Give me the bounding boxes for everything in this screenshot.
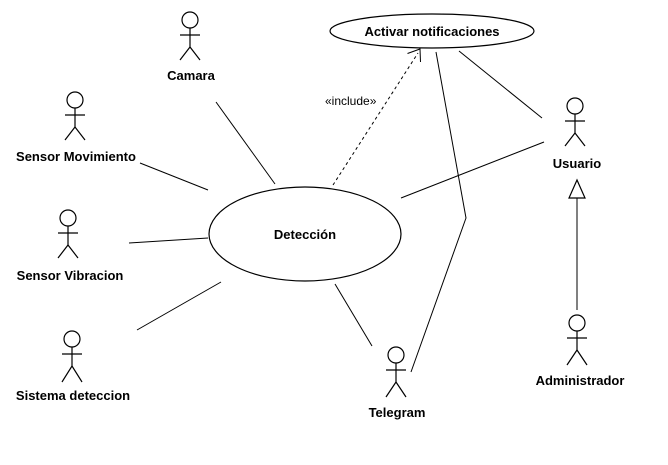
actor-sistema-deteccion[interactable]: Sistema deteccion [16,330,130,403]
use-case-deteccion-label: Detección [274,227,336,242]
assoc-activar-usuario [458,50,543,119]
use-case-activar-notificaciones[interactable]: Activar notificaciones [329,13,535,49]
include-arrowhead [407,48,421,63]
actor-sensor-movimiento-label: Sensor Movimiento [16,149,136,164]
actor-sensor-vibracion[interactable]: Sensor Vibracion [17,209,124,283]
use-case-activar-notificaciones-label: Activar notificaciones [364,24,499,39]
include-dependency [332,52,419,186]
actor-sistema-deteccion-label: Sistema deteccion [16,388,130,403]
actor-telegram-stick-figure-icon [385,346,407,398]
actor-usuario[interactable]: Usuario [553,97,601,171]
actor-telegram[interactable]: Telegram [369,346,426,420]
actor-camara-label: Camara [167,68,215,83]
assoc-camara-deteccion [215,101,276,185]
assoc-sensor-movimiento-deteccion [139,162,209,191]
actor-administrador-stick-figure-icon [566,314,588,366]
actor-administrador-label: Administrador [536,373,625,388]
assoc-deteccion-usuario [400,141,545,199]
actor-camara[interactable]: Camara [167,11,216,83]
actor-sensor-vibracion-label: Sensor Vibracion [17,268,124,283]
actor-sensor-movimiento[interactable]: Sensor Movimiento [16,91,136,164]
assoc-activar-telegram [410,51,467,373]
actor-sensor-movimiento-stick-figure-icon [64,91,86,141]
assoc-sensor-vibracion-deteccion [128,237,209,244]
actor-camara-stick-figure-icon [179,11,201,61]
actor-sistema-deteccion-stick-figure-icon [61,330,83,383]
actor-usuario-stick-figure-icon [564,97,586,147]
assoc-sistema-deteccion-deteccion [136,281,222,331]
assoc-deteccion-telegram [334,283,373,347]
actor-sensor-vibracion-stick-figure-icon [57,209,79,259]
use-case-deteccion[interactable]: Detección [208,186,402,282]
generalization-arrowhead [568,178,586,199]
actor-telegram-label: Telegram [369,405,426,420]
include-label: «include» [325,94,377,108]
actor-administrador[interactable]: Administrador [536,314,625,388]
actor-usuario-label: Usuario [553,156,601,171]
